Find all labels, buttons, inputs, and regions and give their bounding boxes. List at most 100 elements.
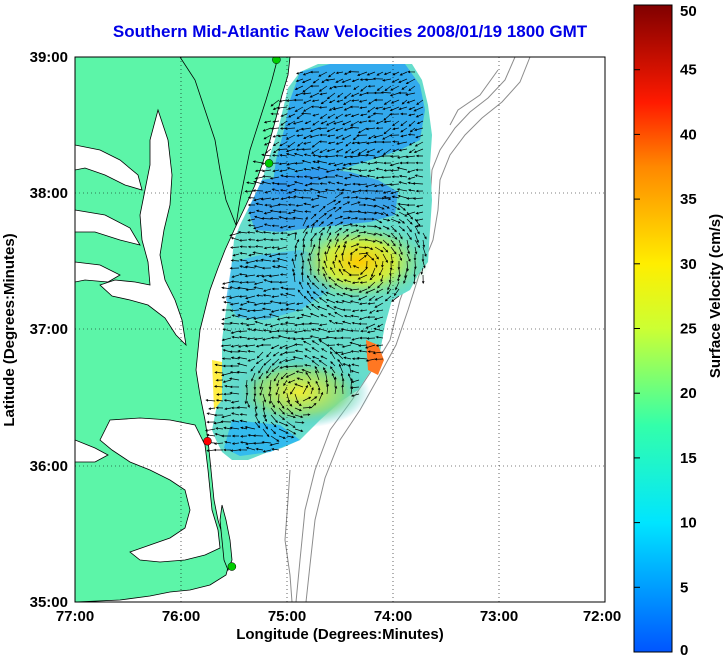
velocity-vector xyxy=(294,161,304,165)
velocity-vector xyxy=(386,288,392,295)
velocity-vector xyxy=(373,155,384,159)
velocity-vector xyxy=(301,259,305,269)
velocity-vector xyxy=(359,78,368,81)
velocity-vector xyxy=(351,309,360,313)
velocity-vector xyxy=(374,232,383,237)
velocity-vector xyxy=(302,384,308,395)
velocity-vector xyxy=(294,231,298,241)
velocity-vector xyxy=(389,112,400,116)
velocity-vector xyxy=(254,245,264,248)
velocity-vector xyxy=(317,127,328,130)
velocity-vector xyxy=(278,421,289,427)
velocity-vector xyxy=(309,182,320,186)
velocity-vector xyxy=(350,92,360,97)
velocity-vector xyxy=(334,227,343,234)
velocity-vector xyxy=(350,385,354,395)
velocity-vector xyxy=(328,106,336,111)
velocity-vector xyxy=(349,155,360,159)
velocity-vector xyxy=(416,99,424,105)
velocity-vector xyxy=(246,181,256,185)
radar-stations xyxy=(203,57,281,571)
velocity-vector xyxy=(276,182,288,186)
velocity-vector xyxy=(304,348,312,353)
velocity-vector xyxy=(415,113,424,118)
velocity-vector xyxy=(374,204,385,210)
velocity-vector xyxy=(375,288,384,293)
velocity-vector xyxy=(415,134,424,139)
velocity-vector xyxy=(384,295,392,302)
velocity-vector xyxy=(382,218,391,222)
velocity-vector xyxy=(272,169,280,173)
velocity-vector xyxy=(348,70,360,74)
x-tick: 77:00 xyxy=(56,608,94,625)
velocity-vector xyxy=(229,350,240,354)
velocity-vector xyxy=(334,174,344,178)
velocity-vector xyxy=(215,399,224,402)
velocity-vector xyxy=(397,155,408,159)
velocity-vector xyxy=(232,253,240,257)
velocity-vector xyxy=(262,302,272,306)
velocity-vector xyxy=(342,240,347,248)
velocity-vector xyxy=(312,154,320,157)
velocity-vector xyxy=(350,148,360,154)
velocity-vector xyxy=(350,201,361,206)
velocity-vector xyxy=(291,258,296,269)
velocity-vector xyxy=(365,183,376,188)
velocity-vector xyxy=(413,148,424,153)
velocity-vector xyxy=(387,281,392,291)
velocity-vector xyxy=(376,71,384,76)
velocity-vector xyxy=(311,328,320,332)
velocity-vector xyxy=(269,204,280,208)
velocity-vector xyxy=(229,391,240,395)
velocity-vector xyxy=(414,246,418,255)
velocity-vector xyxy=(258,365,264,374)
velocity-vector xyxy=(367,113,376,118)
velocity-vector xyxy=(350,350,360,353)
velocity-vector xyxy=(366,71,376,76)
velocity-vector xyxy=(350,210,361,213)
velocity-vector xyxy=(358,295,368,301)
velocity-vector xyxy=(326,207,337,213)
velocity-vector xyxy=(284,217,296,221)
velocity-vector xyxy=(224,440,232,444)
velocity-vector xyxy=(389,162,400,167)
velocity-vector xyxy=(286,336,296,340)
velocity-vector xyxy=(253,180,264,185)
velocity-vector xyxy=(270,127,280,130)
velocity-vector xyxy=(270,238,280,242)
y-tick: 37:00 xyxy=(30,321,68,338)
velocity-vector xyxy=(260,343,271,347)
velocity-vector xyxy=(261,153,272,157)
velocity-vector xyxy=(304,183,312,187)
velocity-vector xyxy=(272,106,280,110)
velocity-vector xyxy=(328,276,336,283)
velocity-vector xyxy=(375,126,384,130)
velocity-vector xyxy=(253,281,264,286)
velocity-vector xyxy=(344,113,352,117)
velocity-vector xyxy=(333,85,344,89)
velocity-vector xyxy=(414,260,417,270)
velocity-vector xyxy=(284,127,296,130)
velocity-vector xyxy=(389,154,400,158)
velocity-vector xyxy=(320,355,328,360)
velocity-vector xyxy=(310,402,317,409)
velocity-vector xyxy=(337,358,344,367)
velocity-vector xyxy=(359,160,368,164)
velocity-vector xyxy=(395,281,400,291)
velocity-vector xyxy=(315,369,320,381)
velocity-vector xyxy=(278,280,288,284)
velocity-vector xyxy=(397,202,408,206)
velocity-vector xyxy=(368,295,376,301)
x-tick: 76:00 xyxy=(162,608,200,625)
velocity-vector xyxy=(374,357,384,361)
velocity-vector xyxy=(231,442,240,445)
velocity-vector xyxy=(245,323,256,327)
velocity-vector xyxy=(350,378,353,388)
velocity-vector xyxy=(237,344,248,348)
velocity-vector xyxy=(275,386,280,396)
velocity-vector xyxy=(350,229,360,234)
velocity-vector xyxy=(309,267,313,276)
velocity-vector xyxy=(350,369,360,374)
velocity-vector xyxy=(230,246,240,249)
velocity-vector xyxy=(406,99,416,104)
